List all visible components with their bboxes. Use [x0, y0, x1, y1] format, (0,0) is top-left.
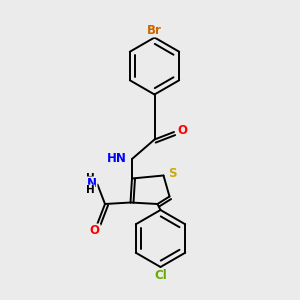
Text: N: N: [86, 177, 97, 190]
Text: HN: HN: [107, 152, 127, 166]
Text: O: O: [89, 224, 100, 238]
Text: H: H: [85, 185, 94, 196]
Text: Cl: Cl: [154, 269, 167, 282]
Text: O: O: [177, 124, 188, 137]
Text: S: S: [168, 167, 176, 181]
Text: Br: Br: [147, 23, 162, 37]
Text: H: H: [85, 173, 94, 183]
